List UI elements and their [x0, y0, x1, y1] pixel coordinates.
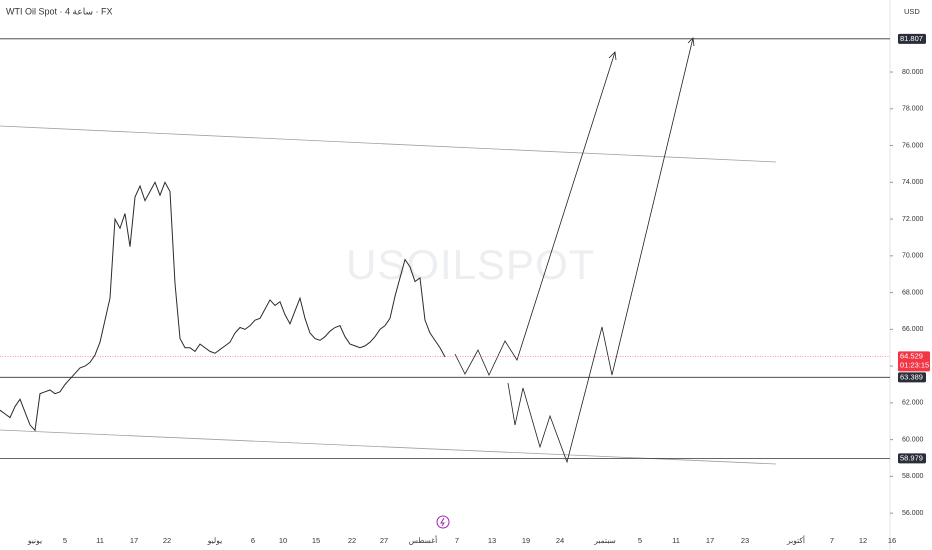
alert-bolt: [440, 517, 445, 527]
x-tick-label: 17: [706, 536, 714, 545]
y-tick-label: 58.000: [902, 473, 924, 480]
last-price-label: 64.529: [900, 351, 923, 360]
channel-upper: [0, 125, 777, 163]
x-tick-label: 12: [859, 536, 867, 545]
y-tick-label: 78.000: [902, 106, 924, 113]
y-tick-label: 72.000: [902, 216, 924, 223]
x-tick-label: 23: [741, 536, 749, 545]
watermark: USOILSPOT: [346, 241, 595, 288]
alert-circle[interactable]: [436, 515, 450, 529]
x-tick-label: 27: [380, 536, 388, 545]
x-tick-label: يوليو: [207, 536, 222, 545]
x-tick-label: 17: [130, 536, 138, 545]
y-tick-label: 74.000: [902, 179, 924, 186]
projection: [454, 37, 695, 464]
level-label-box: [898, 33, 926, 44]
x-tick-label: 19: [522, 536, 530, 545]
projection-path: [507, 37, 694, 464]
level-label-box: [898, 372, 926, 383]
level-label: 81.807: [900, 34, 923, 43]
x-tick-label: 15: [312, 536, 320, 545]
y-tick-label: 68.000: [902, 289, 924, 296]
channel-lower: [0, 429, 777, 465]
y-tick-label: 70.000: [902, 253, 924, 260]
x-tick-label: 6: [251, 536, 255, 545]
x-tick-label: 7: [455, 536, 459, 545]
y-tick-label: 62.000: [902, 400, 924, 407]
countdown: 01:23:15: [900, 360, 929, 369]
x-tick-label: 11: [672, 536, 680, 545]
x-tick-label: 22: [348, 536, 356, 545]
currency: USD: [904, 7, 920, 16]
x-tick-label: 13: [488, 536, 496, 545]
x-tick-label: 7: [830, 536, 834, 545]
chart-title: WTI Oil Spot · 4 ساعة · FX: [6, 6, 113, 16]
y-tick-label: 80.000: [902, 69, 924, 76]
x-tick-label: 5: [638, 536, 642, 545]
projection-path: [454, 51, 616, 376]
last-price-box: [898, 351, 930, 372]
level-label-box: [898, 453, 926, 464]
arrow-head: [687, 37, 695, 47]
level-label: 63.389: [900, 372, 923, 381]
y-tick-label: 76.000: [902, 142, 924, 149]
y-tick-label: 66.000: [902, 326, 924, 333]
x-tick-label: 10: [279, 536, 287, 545]
y-tick-label: 60.000: [902, 436, 924, 443]
x-tick-label: سبتمبر: [593, 536, 616, 545]
x-tick-label: 5: [63, 536, 67, 545]
price-line: [0, 181, 446, 432]
x-tick-label: يونيو: [27, 536, 42, 545]
x-tick-label: أغسطس: [409, 534, 437, 545]
x-tick-label: 11: [96, 536, 104, 545]
y-tick-label: 56.000: [902, 510, 924, 517]
arrow-head: [608, 51, 617, 61]
x-tick-label: 16: [888, 536, 896, 545]
x-tick-label: 22: [163, 536, 171, 545]
x-tick-label: 24: [556, 536, 564, 545]
level-label: 58.979: [900, 453, 923, 462]
alert-icon[interactable]: [436, 515, 450, 529]
x-tick-label: أكتوبر: [786, 534, 805, 545]
